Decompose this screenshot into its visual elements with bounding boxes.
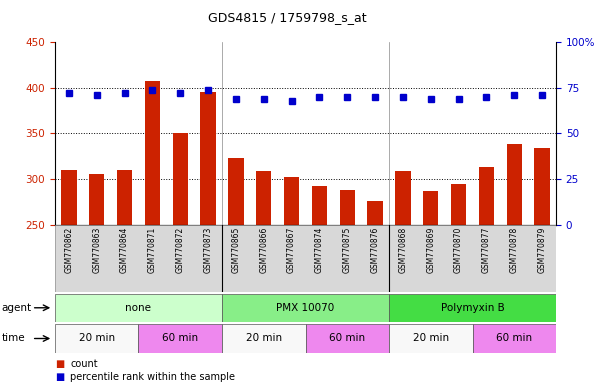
- Text: GSM770875: GSM770875: [343, 227, 352, 273]
- Bar: [145, 81, 160, 225]
- Bar: [200, 93, 216, 225]
- Text: ■: ■: [55, 372, 64, 382]
- Text: time: time: [2, 333, 26, 344]
- Bar: [367, 201, 382, 225]
- Text: GSM770863: GSM770863: [92, 227, 101, 273]
- Bar: [395, 171, 411, 225]
- FancyBboxPatch shape: [55, 225, 556, 292]
- Text: ■: ■: [55, 359, 64, 369]
- Bar: [61, 170, 76, 225]
- Text: GSM770867: GSM770867: [287, 227, 296, 273]
- Text: 60 min: 60 min: [329, 333, 365, 344]
- FancyBboxPatch shape: [222, 324, 306, 353]
- Bar: [229, 158, 244, 225]
- Text: 20 min: 20 min: [246, 333, 282, 344]
- Text: 60 min: 60 min: [496, 333, 532, 344]
- Text: GSM770869: GSM770869: [426, 227, 435, 273]
- Bar: [172, 134, 188, 225]
- Text: GSM770876: GSM770876: [371, 227, 379, 273]
- Text: GSM770871: GSM770871: [148, 227, 157, 273]
- Text: GSM770874: GSM770874: [315, 227, 324, 273]
- FancyBboxPatch shape: [55, 294, 222, 322]
- FancyBboxPatch shape: [306, 324, 389, 353]
- Text: percentile rank within the sample: percentile rank within the sample: [70, 372, 235, 382]
- Text: PMX 10070: PMX 10070: [276, 303, 335, 313]
- Text: GDS4815 / 1759798_s_at: GDS4815 / 1759798_s_at: [208, 12, 367, 25]
- Text: 20 min: 20 min: [79, 333, 115, 344]
- Text: GSM770862: GSM770862: [64, 227, 73, 273]
- Text: GSM770873: GSM770873: [203, 227, 213, 273]
- Text: GSM770877: GSM770877: [482, 227, 491, 273]
- FancyBboxPatch shape: [472, 324, 556, 353]
- FancyBboxPatch shape: [222, 294, 389, 322]
- FancyBboxPatch shape: [55, 324, 139, 353]
- FancyBboxPatch shape: [389, 324, 472, 353]
- Text: GSM770878: GSM770878: [510, 227, 519, 273]
- Text: Polymyxin B: Polymyxin B: [441, 303, 505, 313]
- Bar: [312, 186, 327, 225]
- Text: GSM770872: GSM770872: [176, 227, 185, 273]
- Text: 20 min: 20 min: [412, 333, 449, 344]
- Bar: [507, 144, 522, 225]
- Text: GSM770864: GSM770864: [120, 227, 129, 273]
- Text: GSM770870: GSM770870: [454, 227, 463, 273]
- FancyBboxPatch shape: [139, 324, 222, 353]
- Text: GSM770866: GSM770866: [259, 227, 268, 273]
- Bar: [423, 191, 439, 225]
- Bar: [284, 177, 299, 225]
- Bar: [451, 184, 466, 225]
- Bar: [479, 167, 494, 225]
- FancyBboxPatch shape: [389, 294, 556, 322]
- Bar: [535, 148, 550, 225]
- Bar: [256, 171, 271, 225]
- Text: GSM770879: GSM770879: [538, 227, 547, 273]
- Text: GSM770865: GSM770865: [232, 227, 240, 273]
- Text: 60 min: 60 min: [162, 333, 199, 344]
- Text: none: none: [125, 303, 152, 313]
- Text: GSM770868: GSM770868: [398, 227, 408, 273]
- Bar: [117, 170, 132, 225]
- Bar: [89, 174, 104, 225]
- Text: agent: agent: [2, 303, 32, 313]
- Text: count: count: [70, 359, 98, 369]
- Bar: [340, 190, 355, 225]
